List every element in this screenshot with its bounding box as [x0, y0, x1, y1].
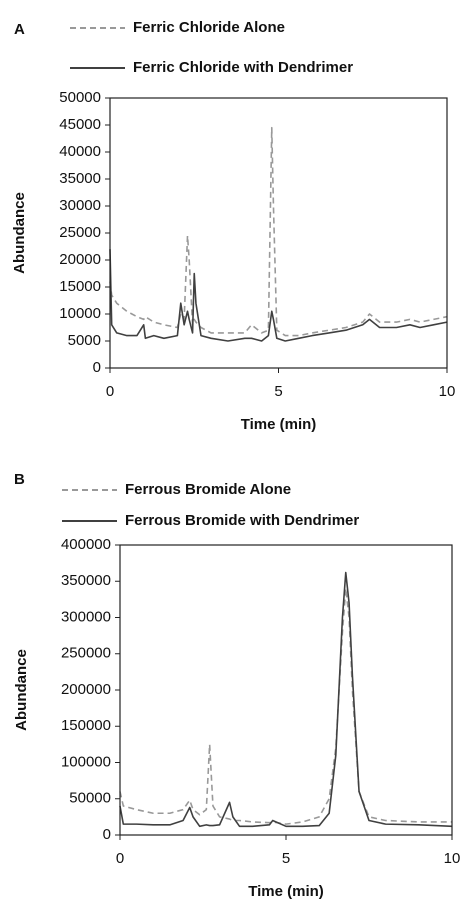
y-tick-label: 400000: [61, 536, 111, 553]
y-tick-label: 5000: [68, 332, 101, 349]
y-tick-label: 300000: [61, 608, 111, 625]
data-line: [119, 571, 453, 828]
y-tick-label: 0: [93, 359, 101, 376]
y-tick-label: 30000: [59, 197, 101, 214]
legend-label: Ferric Chloride Alone: [133, 19, 285, 36]
y-tick-label: 200000: [61, 681, 111, 698]
y-tick-label: 50000: [59, 89, 101, 106]
y-tick-label: 40000: [59, 143, 101, 160]
y-tick-label: 0: [103, 826, 111, 843]
x-axis-label: Time (min): [241, 416, 317, 433]
y-tick-label: 35000: [59, 170, 101, 187]
x-axis-label: Time (min): [248, 883, 324, 900]
legend-label: Ferrous Bromide with Dendrimer: [125, 512, 359, 529]
y-tick-label: 350000: [61, 572, 111, 589]
y-axis-label: Abundance: [11, 192, 28, 274]
panel-label: A: [14, 21, 25, 38]
y-tick-label: 10000: [59, 305, 101, 322]
data-line: [109, 249, 448, 342]
panel-label: B: [14, 471, 25, 488]
x-tick-label: 5: [282, 850, 290, 867]
legend-label: Ferric Chloride with Dendrimer: [133, 59, 353, 76]
data-line: [109, 126, 448, 337]
y-tick-label: 45000: [59, 116, 101, 133]
x-tick-label: 5: [274, 383, 282, 400]
y-tick-label: 250000: [61, 645, 111, 662]
y-tick-label: 150000: [61, 717, 111, 734]
x-tick-label: 0: [116, 850, 124, 867]
y-tick-label: 100000: [61, 753, 111, 770]
data-line: [119, 587, 452, 825]
plot-frame: [119, 544, 453, 836]
y-tick-label: 20000: [59, 251, 101, 268]
y-tick-label: 15000: [59, 278, 101, 295]
x-tick-label: 10: [439, 383, 456, 400]
y-tick-label: 50000: [69, 790, 111, 807]
x-tick-label: 10: [444, 850, 461, 867]
plot-frame: [109, 97, 448, 369]
y-axis-label: Abundance: [13, 649, 30, 731]
x-tick-label: 0: [106, 383, 114, 400]
legend-label: Ferrous Bromide Alone: [125, 481, 291, 498]
y-tick-label: 25000: [59, 224, 101, 241]
